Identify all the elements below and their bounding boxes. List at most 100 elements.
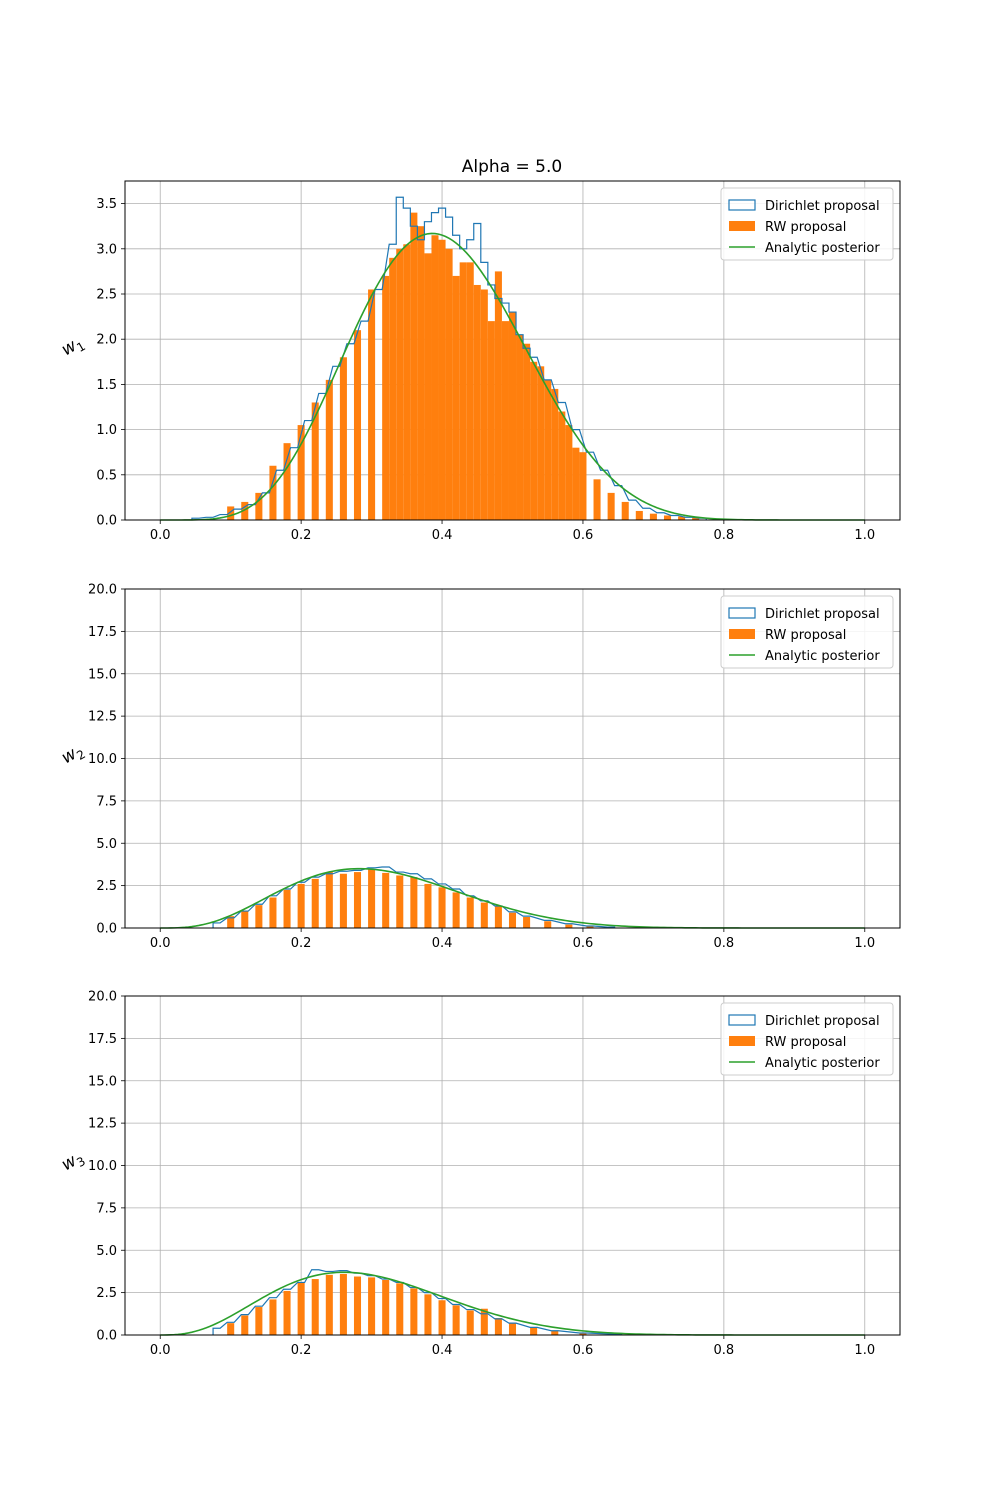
rw-proposal-bar	[283, 1290, 291, 1335]
axes-frame	[124, 995, 901, 1336]
rw-proposal-bar	[255, 492, 263, 520]
y-tick-label: 3.0	[96, 242, 117, 257]
rw-proposal-bar	[269, 1299, 277, 1335]
rw-proposal-bar	[424, 253, 432, 520]
rw-proposal-bar	[544, 921, 552, 928]
rw-proposal-bar	[452, 1305, 460, 1335]
y-axis-label: w1	[58, 332, 88, 362]
rw-proposal-bar	[438, 239, 446, 520]
y-tick-label: 20.0	[88, 583, 117, 598]
rw-proposal-bar	[389, 257, 397, 520]
rw-proposal-bar	[438, 887, 446, 928]
rw-proposal-bar	[508, 912, 517, 928]
rw-proposal-bar	[325, 872, 333, 928]
legend-entry-analytic: Analytic posterior	[765, 241, 880, 256]
rw-proposal-bar	[551, 1330, 559, 1335]
rw-proposal-bar	[417, 226, 425, 520]
rw-proposal-bar	[382, 872, 390, 928]
legend-entry-rw: RW proposal	[765, 1035, 846, 1050]
rw-proposal-bar	[297, 425, 305, 520]
y-tick-label: 10.0	[88, 752, 117, 767]
y-tick-label: 3.5	[96, 197, 117, 212]
rw-proposal-bar	[565, 425, 573, 520]
rw-proposal-bar	[586, 926, 594, 928]
x-tick-label: 0.4	[432, 936, 453, 951]
rw-proposal-bar	[501, 321, 509, 520]
rw-proposal-bar	[431, 235, 439, 521]
x-tick-label: 1.0	[854, 1343, 875, 1358]
rw-proposal-bar	[579, 1333, 587, 1335]
legend-entry-dirichlet: Dirichlet proposal	[765, 1014, 880, 1029]
rw-proposal-bar	[339, 357, 347, 520]
y-tick-label: 17.5	[88, 625, 117, 640]
rw-proposal-bar	[480, 902, 488, 928]
y-tick-label: 0.0	[96, 514, 117, 529]
rw-proposal-bar	[494, 271, 502, 520]
y-tick-label: 2.5	[96, 288, 117, 303]
legend-box	[720, 187, 894, 261]
rw-proposal-bar	[283, 889, 291, 928]
rw-proposal-bar	[635, 510, 643, 520]
rw-proposal-bar	[466, 1310, 474, 1335]
rw-proposal-bar	[368, 1277, 376, 1335]
rw-proposal-bar	[530, 1327, 538, 1335]
rw-proposal-bar	[297, 1282, 305, 1335]
rw-proposal-bar	[396, 248, 404, 521]
subplot-w2: 0.0 0.2 0.4 0.6 0.8 1.0 0.0 2.5 5.0 7.5 10.0 12.5 15…	[58, 583, 901, 951]
x-tick-label: 0.6	[573, 936, 594, 951]
rw-proposal-bar	[649, 513, 657, 520]
rw-proposal-bar	[311, 878, 319, 928]
x-tick-label: 0.8	[714, 528, 735, 543]
rw-proposal-bar	[508, 312, 517, 520]
rw-proposal-bar	[325, 1274, 333, 1335]
legend-entry-dirichlet: Dirichlet proposal	[765, 607, 880, 622]
rw-proposal-bar	[396, 1283, 404, 1335]
legend-swatch-rw	[729, 221, 755, 231]
x-tick-label: 0.8	[714, 936, 735, 951]
legend: Dirichlet proposal RW proposal Analytic po…	[720, 1002, 894, 1076]
rw-proposal-bar	[480, 289, 488, 520]
rw-proposal-bar	[523, 916, 531, 928]
y-tick-label: 12.5	[88, 710, 117, 725]
legend-swatch-rw	[729, 1036, 755, 1046]
rw-proposal-bar	[339, 1273, 347, 1335]
rw-proposal-bar	[516, 334, 524, 520]
rw-proposal-bar	[579, 452, 587, 520]
rw-proposal-bar	[353, 330, 362, 520]
rw-proposal-bar	[382, 1279, 390, 1335]
rw-proposal-bar	[445, 248, 453, 521]
rw-proposal-bar	[339, 873, 347, 928]
legend: Dirichlet proposal RW proposal Analytic po…	[720, 187, 894, 261]
rw-proposal-bar	[325, 379, 333, 520]
x-tick-label: 0.2	[291, 1343, 312, 1358]
y-tick-label: 2.5	[96, 879, 117, 894]
rw-proposal-bar	[466, 262, 474, 520]
rw-proposal-bar	[382, 275, 390, 520]
rw-proposal-bar	[311, 1279, 319, 1335]
rw-proposal-bar	[255, 905, 263, 928]
legend-entry-analytic: Analytic posterior	[765, 1056, 880, 1071]
subplot-w3: 0.0 0.2 0.4 0.6 0.8 1.0 0.0 2.5 5.0 7.5 10.0 12.5 15…	[58, 990, 901, 1358]
legend-entry-analytic: Analytic posterior	[765, 649, 880, 664]
y-tick-label: 20.0	[88, 990, 117, 1005]
rw-proposal-bar	[558, 411, 566, 520]
rw-proposal-bar	[494, 905, 502, 928]
rw-proposal-bar	[368, 869, 376, 928]
y-tick-label: 1.5	[96, 378, 117, 393]
y-tick-label: 12.5	[88, 1117, 117, 1132]
rw-proposal-bar	[438, 1300, 446, 1335]
legend-entry-rw: RW proposal	[765, 220, 846, 235]
rw-proposal-bar	[459, 262, 467, 520]
rw-proposal-bar	[494, 1318, 502, 1335]
legend-entry-rw: RW proposal	[765, 628, 846, 643]
x-tick-label: 0.0	[150, 528, 171, 543]
y-tick-label: 2.0	[96, 333, 117, 348]
rw-proposal-bar	[241, 501, 249, 520]
rw-proposal-bar	[410, 1288, 418, 1335]
legend-box	[720, 595, 894, 669]
rw-proposal-bar	[572, 447, 580, 520]
x-tick-label: 0.2	[291, 936, 312, 951]
rw-proposal-bar	[410, 877, 418, 928]
rw-proposal-bar	[269, 465, 277, 520]
